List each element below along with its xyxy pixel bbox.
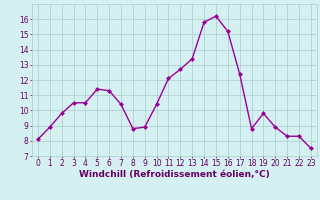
X-axis label: Windchill (Refroidissement éolien,°C): Windchill (Refroidissement éolien,°C) <box>79 170 270 179</box>
